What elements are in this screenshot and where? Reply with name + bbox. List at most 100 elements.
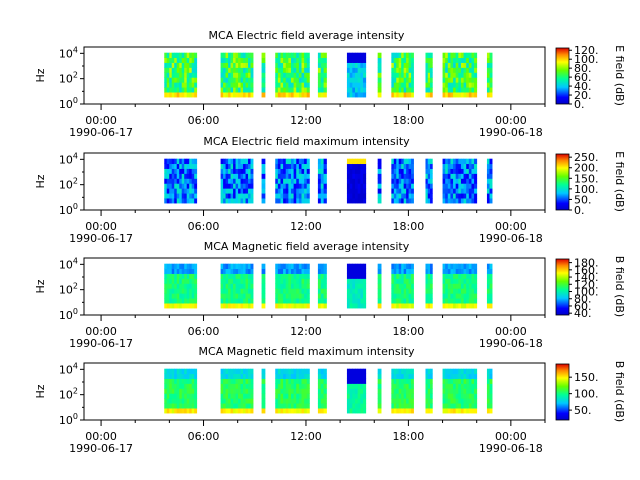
spectrogram-cell bbox=[463, 378, 467, 384]
spectrogram-cell bbox=[194, 158, 198, 165]
spectrogram-cell bbox=[280, 163, 284, 169]
spectrogram-cell bbox=[403, 193, 407, 199]
spectrogram-cell bbox=[401, 263, 405, 270]
spectrogram-cell bbox=[391, 158, 395, 165]
spectrogram-cell bbox=[363, 87, 367, 93]
spectrogram-cell bbox=[489, 393, 493, 399]
spectrogram-cell bbox=[228, 403, 231, 409]
spectrogram-cell bbox=[396, 82, 400, 88]
spectrogram-cell bbox=[194, 393, 198, 399]
spectrogram-cell bbox=[320, 67, 325, 73]
spectrogram-cell bbox=[425, 57, 429, 63]
spectrogram-cell bbox=[453, 183, 457, 189]
spectrogram-cell bbox=[489, 57, 493, 63]
spectrogram-cell bbox=[403, 298, 407, 304]
spectrogram-cell bbox=[235, 403, 239, 409]
spectrogram-cell bbox=[280, 298, 284, 304]
spectrogram-cell bbox=[277, 168, 281, 174]
spectrogram-cell bbox=[277, 67, 281, 73]
x-tick-label: 00:00 bbox=[495, 430, 527, 443]
spectrogram-cell bbox=[460, 388, 464, 394]
spectrogram-cell bbox=[486, 393, 490, 399]
spectrogram-cell bbox=[176, 278, 180, 284]
spectrogram-cell bbox=[458, 77, 462, 83]
spectrogram-cell bbox=[425, 408, 429, 414]
spectrogram-cell bbox=[277, 77, 281, 83]
spectrogram-cell bbox=[466, 92, 470, 98]
spectrogram-cell bbox=[445, 273, 449, 279]
spectrogram-cell bbox=[223, 87, 226, 93]
spectrogram-cell bbox=[277, 62, 281, 68]
spectrogram-cell bbox=[296, 82, 300, 88]
spectrogram-cell bbox=[391, 168, 395, 174]
spectrogram-cell bbox=[235, 87, 239, 93]
spectrogram-cell bbox=[261, 163, 266, 169]
spectrogram-cell bbox=[474, 163, 478, 169]
spectrogram-cell bbox=[430, 408, 433, 414]
spectrogram-cell bbox=[401, 188, 405, 194]
spectrogram-cell bbox=[293, 173, 297, 179]
spectrogram-cell bbox=[223, 273, 226, 279]
spectrogram-cell bbox=[352, 283, 356, 289]
spectrogram-cell bbox=[166, 298, 170, 304]
spectrogram-cell bbox=[393, 57, 397, 63]
spectrogram-cell bbox=[169, 388, 173, 394]
x-tick-label: 18:00 bbox=[393, 114, 425, 127]
spectrogram-cell bbox=[191, 67, 195, 73]
spectrogram-cell bbox=[181, 52, 185, 59]
spectrogram-cell bbox=[225, 183, 229, 189]
spectrogram-cell bbox=[169, 378, 173, 384]
spectrogram-cell bbox=[396, 163, 400, 169]
colorbar-tick-label: 80. bbox=[574, 62, 592, 75]
spectrogram-cell bbox=[250, 72, 254, 78]
spectrogram-cell bbox=[301, 268, 305, 274]
spectrogram-cell bbox=[349, 403, 353, 409]
spectrogram-cell bbox=[245, 87, 249, 93]
spectrogram-cell bbox=[425, 288, 429, 294]
spectrogram-cell bbox=[285, 183, 289, 189]
spectrogram-cell bbox=[486, 168, 490, 174]
spectrogram-cell bbox=[285, 163, 289, 169]
spectrogram-cell bbox=[468, 288, 472, 294]
spectrogram-cell bbox=[468, 163, 472, 169]
spectrogram-cells bbox=[164, 263, 493, 309]
spectrogram-cell bbox=[354, 173, 359, 179]
spectrogram-cell bbox=[471, 263, 475, 270]
spectrogram-cell bbox=[230, 378, 234, 384]
spectrogram-cell bbox=[245, 303, 249, 309]
spectrogram-cell bbox=[293, 393, 297, 399]
spectrogram-cell bbox=[393, 283, 397, 289]
spectrogram-cell bbox=[463, 67, 467, 73]
spectrogram-cell bbox=[320, 263, 325, 270]
spectrogram-cell bbox=[349, 383, 353, 389]
spectrogram-cell bbox=[245, 298, 249, 304]
spectrogram-cell bbox=[238, 278, 241, 284]
spectrogram-cell bbox=[447, 87, 451, 93]
spectrogram-cell bbox=[425, 198, 429, 204]
spectrogram-cell bbox=[474, 77, 478, 83]
spectrogram-cell bbox=[306, 92, 310, 98]
spectrogram-cell bbox=[238, 293, 241, 299]
spectrogram-cell bbox=[460, 368, 464, 375]
spectrogram-cell bbox=[425, 163, 429, 169]
spectrogram-cell bbox=[447, 163, 451, 169]
spectrogram-cell bbox=[453, 163, 457, 169]
spectrogram-cell bbox=[283, 398, 287, 404]
spectrogram-cell bbox=[466, 293, 470, 299]
spectrogram-cell bbox=[194, 173, 198, 179]
spectrogram-cell bbox=[411, 82, 414, 88]
spectrogram-cell bbox=[427, 92, 431, 98]
spectrogram-cell bbox=[363, 57, 367, 63]
spectrogram-cell bbox=[430, 82, 433, 88]
spectrogram-cell bbox=[301, 82, 305, 88]
spectrogram-cell bbox=[290, 378, 295, 384]
spectrogram-cell bbox=[354, 298, 359, 304]
spectrogram-cell bbox=[357, 198, 361, 204]
spectrogram-cell bbox=[460, 193, 464, 199]
spectrogram-cell bbox=[489, 92, 493, 98]
spectrogram-cell bbox=[169, 178, 173, 184]
spectrogram-cell bbox=[360, 52, 364, 59]
spectrogram-cell bbox=[306, 87, 310, 93]
spectrogram-cell bbox=[184, 62, 188, 68]
spectrogram-cell bbox=[174, 268, 178, 274]
